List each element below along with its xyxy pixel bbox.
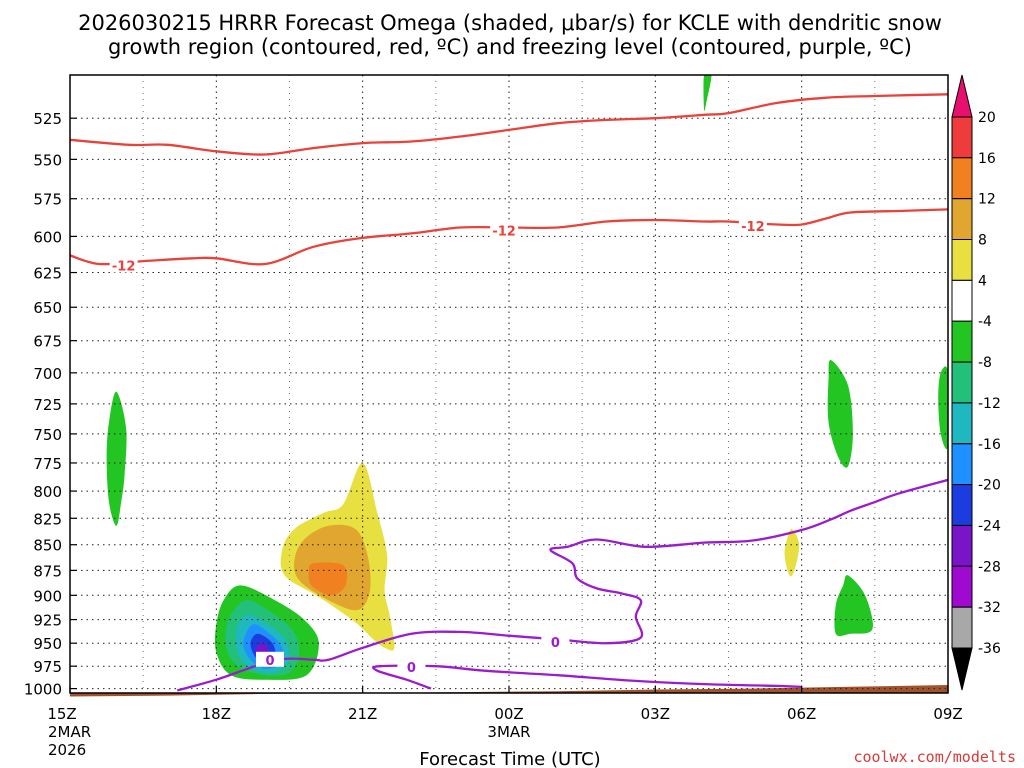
colorbar-swatch [951, 525, 973, 567]
colorbar-swatch [951, 320, 973, 363]
colorbar-label: -16 [978, 437, 1001, 453]
colorbar-swatch [951, 606, 973, 649]
colorbar-label: -20 [978, 478, 1001, 494]
x-tick-year: 2026 [48, 741, 86, 759]
omega-region-0 [106, 391, 127, 526]
freezing-label-bg [255, 651, 284, 667]
y-tick-label: 625 [33, 265, 62, 283]
x-axis-label: Forecast Time (UTC) [419, 749, 600, 768]
colorbar-label: 16 [978, 151, 996, 167]
omega-region-1 [703, 75, 712, 112]
x-tick-label: 06Z [787, 705, 816, 723]
colorbar-swatch [951, 279, 973, 322]
colorbar-label: -24 [978, 519, 1001, 535]
y-tick-label: 850 [33, 537, 62, 555]
freezing-label-bg [397, 659, 426, 675]
y-tick-label: 775 [33, 455, 62, 473]
dgz-contour-label: -12 [112, 259, 136, 274]
y-tick-label: 825 [33, 510, 62, 528]
colorbar-bottom-arrow [951, 647, 973, 691]
colorbar-label: 20 [978, 110, 996, 126]
y-tick-label: 975 [33, 658, 62, 676]
y-tick-label: 675 [33, 333, 62, 351]
freezing-contour-label: 0 [551, 636, 560, 651]
y-tick-label: 800 [33, 483, 62, 501]
y-tick-label: 525 [33, 110, 62, 128]
y-tick-label: 950 [33, 635, 62, 653]
colorbar-label: 4 [978, 273, 987, 289]
dgz-contour-0 [70, 93, 948, 156]
dgz-label-bg [109, 257, 138, 273]
x-tick-label: 18Z [202, 705, 231, 723]
colorbar-top-arrow [951, 74, 973, 118]
omega-region-5 [784, 528, 800, 577]
colorbar-label: -8 [978, 355, 992, 371]
colorbar-label: 12 [978, 192, 996, 208]
colorbar-label: -4 [978, 314, 992, 330]
y-tick-label: 650 [33, 299, 62, 317]
freezing-contour-1 [372, 664, 802, 690]
omega-region-3 [938, 366, 948, 450]
colorbar-swatch [951, 484, 973, 526]
dgz-contour-label: -12 [492, 224, 516, 239]
dgz-contour-label: -12 [741, 220, 765, 235]
x-tick-label: 03Z [641, 705, 670, 723]
x-tick-date: 3MAR [487, 723, 530, 741]
colorbar-swatch [951, 361, 973, 404]
x-tick-label: 15Z [47, 705, 76, 723]
colorbar-swatch [951, 198, 973, 240]
freezing-label-bg [541, 634, 570, 650]
chart-title-line1: 2026030215 HRRR Forecast Omega (shaded, … [78, 11, 942, 35]
y-tick-label: 600 [33, 228, 62, 246]
colorbar-swatch [951, 565, 973, 608]
colorbar-swatch [951, 157, 973, 200]
y-tick-label: 925 [33, 612, 62, 630]
y-tick-label: 700 [33, 365, 62, 383]
colorbar-swatch [951, 116, 973, 159]
y-tick-label: 550 [33, 151, 62, 169]
freezing-contour-label: 0 [265, 654, 274, 669]
colorbar-swatch [951, 443, 973, 486]
omega-region-2 [827, 360, 853, 468]
y-tick-label: 875 [33, 562, 62, 580]
y-tick-label: 900 [33, 587, 62, 605]
x-tick-label: 09Z [933, 705, 962, 723]
y-tick-label: 750 [33, 426, 62, 444]
x-tick-date: 2MAR [48, 723, 91, 741]
colorbar-label: -32 [978, 600, 1001, 616]
y-tick-label: 1000 [24, 681, 62, 699]
colorbar-label: -36 [978, 641, 1001, 657]
omega-region-4 [834, 575, 873, 637]
dgz-label-bg [738, 218, 767, 234]
y-tick-label: 575 [33, 191, 62, 209]
y-tick-label: 725 [33, 396, 62, 414]
colorbar-label: -12 [978, 396, 1001, 412]
dgz-contour-1 [70, 208, 948, 266]
colorbar-label: 8 [978, 233, 987, 249]
watermark: coolwx.com/modelts [853, 748, 1016, 766]
x-tick-label: 00Z [494, 705, 523, 723]
colorbar-swatch [951, 239, 973, 281]
chart-title-line2: growth region (contoured, red, ºC) and f… [108, 35, 912, 59]
freezing-contour-0 [176, 478, 948, 692]
dgz-label-bg [490, 222, 519, 238]
colorbar-swatch [951, 402, 973, 445]
x-tick-label: 21Z [348, 705, 377, 723]
colorbar-label: -28 [978, 559, 1001, 575]
freezing-contour-label: 0 [407, 661, 416, 676]
